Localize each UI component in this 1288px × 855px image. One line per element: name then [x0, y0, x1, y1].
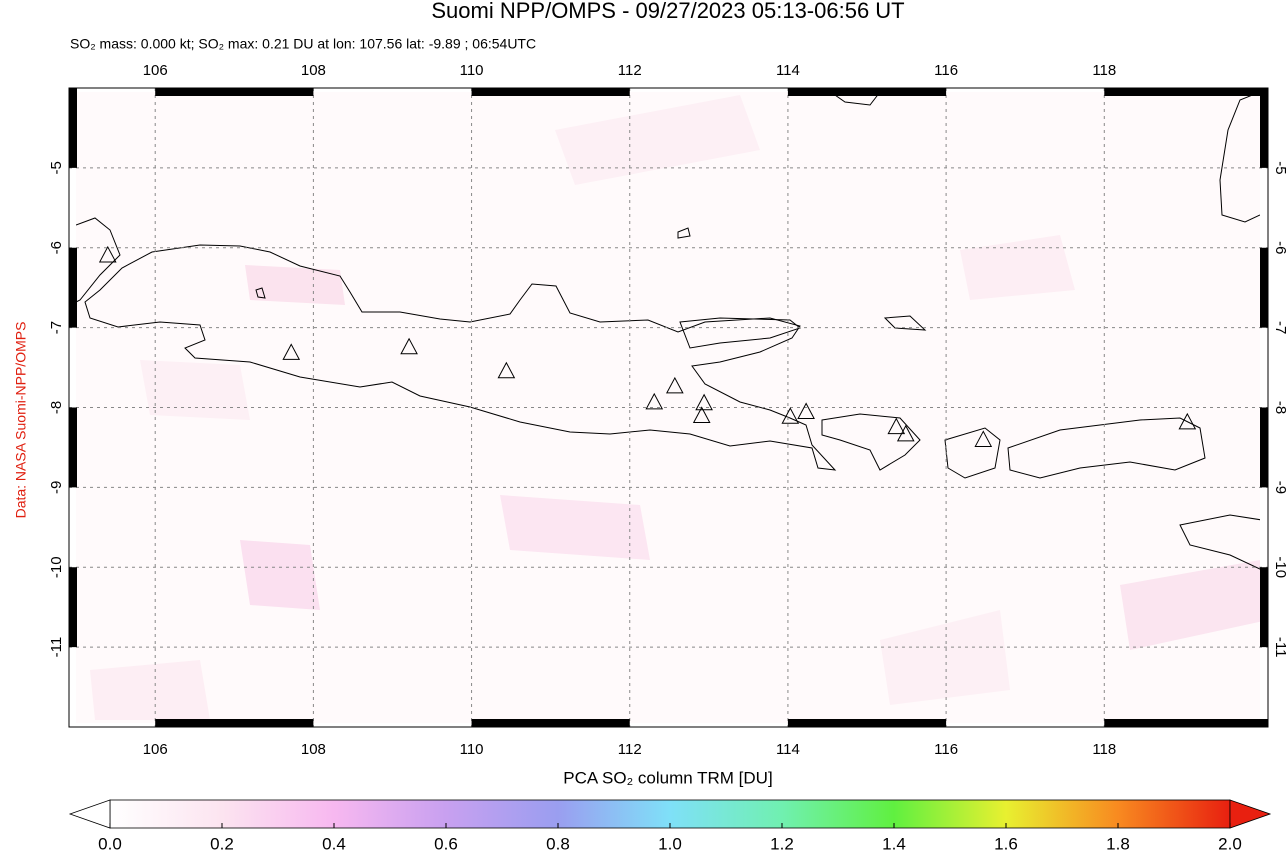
colorbar-arrow-low [68, 799, 111, 829]
x-tick-label: 116 [934, 62, 958, 79]
volcano [645, 392, 664, 410]
colorbar-label: PCA SO₂ column TRM [DU] [563, 768, 772, 787]
x-tick-label: 114 [776, 62, 800, 79]
x-tick-label: 110 [460, 62, 484, 79]
credit: Data: NASA Suomi-NPP/OMPS [13, 322, 29, 519]
volcano [797, 402, 815, 419]
frame-bar [1260, 567, 1268, 648]
volcano [665, 376, 684, 394]
frame-bar [1104, 88, 1268, 96]
x-tick-label: 106 [143, 741, 168, 758]
colorbar-tick-label: 1.6 [994, 834, 1018, 853]
volcano [400, 337, 418, 355]
x-tick-label: 114 [776, 741, 800, 758]
grid [69, 88, 1268, 727]
y-tick-label: -9 [48, 481, 65, 494]
x-tick-label: 110 [460, 741, 484, 758]
volcano [695, 393, 713, 411]
y-tick-label: -5 [1272, 161, 1288, 174]
colorbar-tick-label: 2.0 [1218, 834, 1242, 853]
y-tick-label: -11 [1272, 637, 1288, 658]
frame-bar [69, 567, 77, 648]
colorbar-tick-label: 0.8 [546, 834, 570, 853]
y-tick-label: -6 [1272, 241, 1288, 254]
x-tick-label: 108 [301, 741, 326, 758]
frame-bar [1260, 88, 1268, 168]
x-tick-label: 118 [1092, 741, 1116, 758]
y-tick-label: -10 [1272, 556, 1288, 578]
volcano [887, 417, 906, 435]
colorbar-tick-label: 1.0 [658, 834, 682, 853]
y-tick-label: -8 [48, 401, 65, 414]
y-tick-label: -8 [1272, 401, 1288, 414]
volcano [692, 406, 711, 423]
y-tick-label: -7 [1272, 321, 1288, 334]
volcanoes [98, 245, 1197, 447]
y-tick-label: -10 [48, 556, 65, 578]
frame-bar [69, 407, 77, 488]
colorbar-ticks: 0.0 0.2 0.4 0.6 0.8 1.0 1.2 1.4 1.6 1.8 2.0 [98, 823, 1242, 853]
y-tick-label: -11 [48, 637, 65, 658]
x-tick-label: 112 [618, 741, 642, 758]
volcano [98, 245, 117, 263]
title: Suomi NPP/OMPS - 09/27/2023 05:13-06:56 … [431, 0, 904, 23]
frame-bar [1260, 247, 1268, 328]
y-tick-label: -5 [48, 161, 65, 174]
volcano [497, 361, 516, 379]
volcano [896, 424, 915, 442]
frame-bar [1260, 407, 1268, 488]
volcano [974, 430, 993, 447]
frame-bar [471, 88, 630, 96]
colorbar-tick-label: 0.2 [210, 834, 234, 853]
subtitle: SO₂ mass: 0.000 kt; SO₂ max: 0.21 DU at … [70, 36, 536, 52]
frame-bar [471, 719, 630, 727]
frame-bar [69, 247, 77, 328]
colorbar-tick-label: 0.0 [98, 834, 122, 853]
volcano [282, 343, 301, 360]
frame-bar [787, 719, 947, 727]
so2-field [76, 92, 1260, 723]
frame-bar [69, 88, 77, 168]
colorbar-arrow-high [1229, 799, 1272, 829]
colorbar-tick-label: 0.4 [322, 834, 346, 853]
x-tick-label: 106 [143, 62, 168, 79]
colorbar-tick-label: 0.6 [434, 834, 458, 853]
x-tick-label: 108 [301, 62, 326, 79]
colorbar-tick-label: 1.4 [882, 834, 906, 853]
x-tick-label: 118 [1092, 62, 1116, 79]
colorbar-tick-label: 1.8 [1106, 834, 1130, 853]
frame-bar [1104, 719, 1268, 727]
y-tick-label: -7 [48, 321, 65, 334]
volcano [1178, 412, 1197, 430]
x-tick-label: 112 [618, 62, 642, 79]
colorbar-tick-label: 1.2 [770, 834, 794, 853]
y-tick-label: -9 [1272, 481, 1288, 494]
frame-bar [787, 88, 947, 96]
frame-bar [155, 719, 314, 727]
volcano [781, 407, 800, 424]
frame-bar [155, 88, 314, 96]
x-tick-label: 116 [934, 741, 958, 758]
frame-ticks: 106 106 108 108 110 110 112 112 114 114 116 116 118 1… [48, 62, 1288, 758]
y-tick-label: -6 [48, 241, 65, 254]
